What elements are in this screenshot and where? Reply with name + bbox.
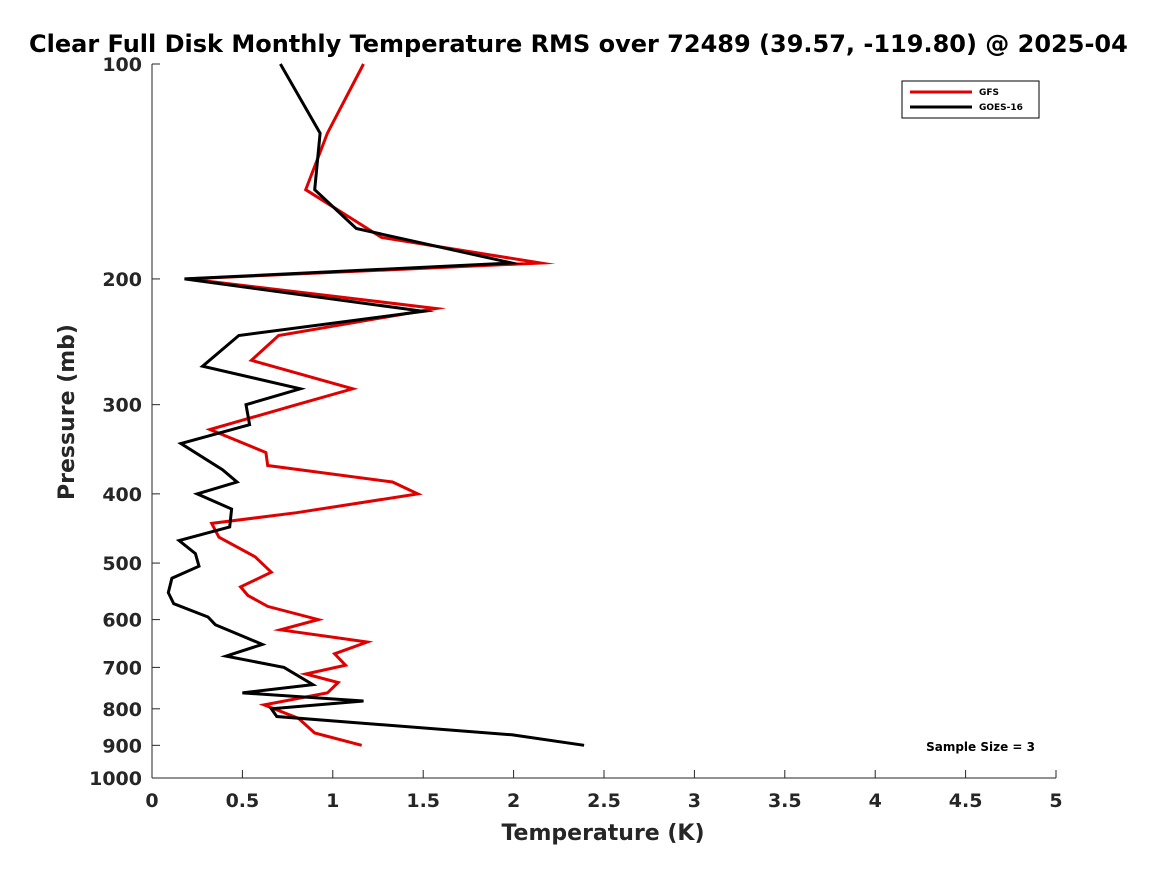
series-line-gfs	[188, 63, 556, 747]
y-axis-label: Pressure (mb)	[55, 324, 80, 500]
x-tick-label: 2.5	[587, 790, 621, 812]
x-tick-label: 1	[326, 790, 339, 812]
sample-size-annotation: Sample Size = 3	[926, 740, 1035, 754]
legend: GFS GOES-16	[901, 80, 1040, 119]
y-tick-label: 900	[102, 735, 142, 757]
y-tick-label: 700	[102, 657, 142, 679]
y-tick-label: 400	[102, 484, 142, 506]
y-tick-label: 300	[102, 395, 142, 417]
x-tick-label: 3.5	[768, 790, 802, 812]
chart-title: Clear Full Disk Monthly Temperature RMS …	[29, 30, 1128, 58]
legend-label: GOES-16	[979, 103, 1023, 113]
y-tick-label: 1000	[89, 768, 142, 790]
y-tick-label: 600	[102, 610, 142, 632]
x-tick-label: 1.5	[406, 790, 440, 812]
x-tick-label: 4	[869, 790, 882, 812]
x-tick-label: 4.5	[949, 790, 983, 812]
x-tick-label: 2	[507, 790, 520, 812]
legend-label: GFS	[979, 88, 999, 98]
y-tick-label: 200	[102, 269, 142, 291]
x-tick-label: 3	[688, 790, 701, 812]
x-axis-label: Temperature (K)	[501, 821, 704, 846]
y-axis-ticks: 100 200 300 400 500 600 700 800 900 1000	[89, 54, 160, 790]
x-tick-label: 5	[1049, 790, 1062, 812]
series-layer	[166, 63, 585, 747]
x-tick-label: 0.5	[226, 790, 260, 812]
legend-box	[901, 80, 1040, 119]
series-line-goes-16	[166, 63, 585, 747]
y-tick-label: 800	[102, 699, 142, 721]
x-axis-ticks: 0 0.5 1 1.5 2 2.5 3 3.5 4 4.5 5	[145, 770, 1063, 812]
y-tick-label: 500	[102, 553, 142, 575]
x-tick-label: 0	[145, 790, 158, 812]
y-tick-label: 100	[102, 54, 142, 76]
